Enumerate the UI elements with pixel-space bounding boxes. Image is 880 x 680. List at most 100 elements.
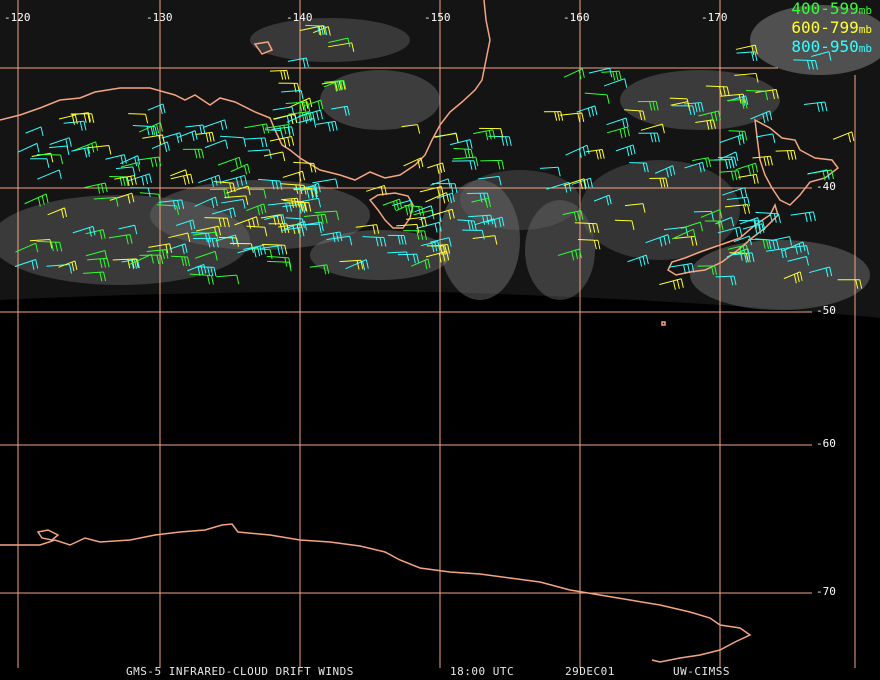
wind-barb (314, 210, 340, 221)
wind-barb (684, 102, 704, 113)
wind-barb (563, 178, 587, 190)
wind-barb (432, 182, 458, 193)
wind-barb (320, 231, 343, 243)
wind-barb (543, 111, 564, 121)
wind-barb (601, 70, 622, 81)
latitude-label: -40 (816, 180, 836, 193)
wind-barb (366, 185, 387, 196)
wind-barb (692, 157, 712, 168)
wind-barb (195, 225, 222, 237)
wind-barb (421, 241, 441, 253)
wind-barb (832, 131, 855, 143)
wind-barb (485, 216, 505, 228)
wind-barb (452, 156, 479, 167)
wind-barb (72, 225, 96, 237)
wind-barb (401, 124, 421, 134)
coastline-segment (754, 118, 840, 206)
wind-barb (303, 213, 328, 225)
wind-barb (719, 170, 741, 181)
wind-barb (736, 51, 758, 62)
wind-barb (695, 119, 716, 130)
wind-barb (563, 68, 585, 80)
wind-barb (430, 237, 452, 247)
wind-barb (425, 250, 450, 263)
wind-barb (129, 253, 154, 265)
wind-barb (328, 42, 355, 52)
wind-barb (305, 24, 328, 36)
wind-barb (221, 174, 248, 187)
wind-barb (713, 158, 735, 169)
wind-barb (168, 232, 191, 243)
legend-item-600-799: 600-799mb (791, 18, 872, 37)
wind-barb (557, 248, 582, 261)
wind-barb (73, 141, 99, 155)
wind-barb (585, 148, 605, 160)
wind-barb (84, 182, 108, 194)
wind-barb (624, 109, 646, 121)
wind-barb (734, 72, 759, 83)
wind-barb (147, 103, 166, 115)
wind-barb (47, 207, 68, 219)
longitude-label: -160 (563, 11, 590, 24)
longitude-label: -150 (424, 11, 451, 24)
wind-barb (194, 196, 218, 208)
legend-item-800-950: 800-950mb (791, 37, 872, 56)
graticule-lines (0, 0, 856, 668)
wind-barb (114, 175, 137, 186)
wind-barb (226, 185, 251, 196)
wind-barb (267, 202, 293, 213)
wind-barb (212, 207, 236, 219)
wind-barb (36, 154, 64, 165)
wind-barb (783, 271, 803, 284)
wind-barb (717, 226, 743, 238)
wind-barb (58, 260, 78, 272)
wind-barb (287, 57, 309, 68)
wind-barb (298, 223, 322, 234)
wind-barb (574, 222, 600, 233)
wind-barb (25, 126, 44, 137)
wind-barb (697, 265, 718, 275)
image-date: 29DEC01 (565, 665, 615, 678)
wind-barb (109, 192, 135, 204)
wind-barb (727, 244, 749, 256)
wind-barb (142, 134, 166, 145)
wind-barb (331, 105, 350, 116)
wind-barb (766, 248, 788, 259)
wind-barb (182, 148, 205, 159)
wind-barb (724, 204, 751, 215)
wind-barb (355, 224, 380, 235)
coastline-segment (36, 529, 60, 541)
wind-barb (268, 223, 290, 233)
wind-barb (284, 220, 308, 231)
wind-barb (606, 126, 630, 139)
wind-barb (258, 178, 283, 191)
wind-barb (738, 173, 759, 184)
wind-barb (70, 113, 95, 123)
wind-barb (588, 67, 613, 78)
wind-barb (649, 177, 669, 188)
wind-barb (170, 173, 194, 185)
wind-barb (640, 123, 665, 134)
grid-labels: -120 -130 -140 -150 -160 -170 -40 -50 -60 -70 (4, 11, 836, 598)
latitude-label: -70 (816, 585, 836, 598)
wind-barb (339, 259, 364, 270)
wind-barb (809, 266, 833, 278)
wind-barb (30, 158, 50, 168)
wind-barb (584, 92, 610, 104)
wind-barb (419, 186, 444, 197)
wind-barb (668, 263, 695, 275)
wind-barb (138, 122, 163, 136)
wind-barb (755, 211, 781, 223)
wind-barb (216, 274, 240, 285)
wind-barb (312, 178, 339, 189)
wind-barb (468, 214, 494, 225)
wind-barb (192, 237, 219, 248)
wind-barb (49, 145, 70, 156)
wind-barb (404, 204, 425, 216)
wind-barb (195, 131, 215, 143)
wind-barb (272, 106, 295, 116)
wind-barb (29, 239, 53, 249)
wind-barb (243, 244, 267, 256)
coastline-segment (253, 41, 274, 55)
